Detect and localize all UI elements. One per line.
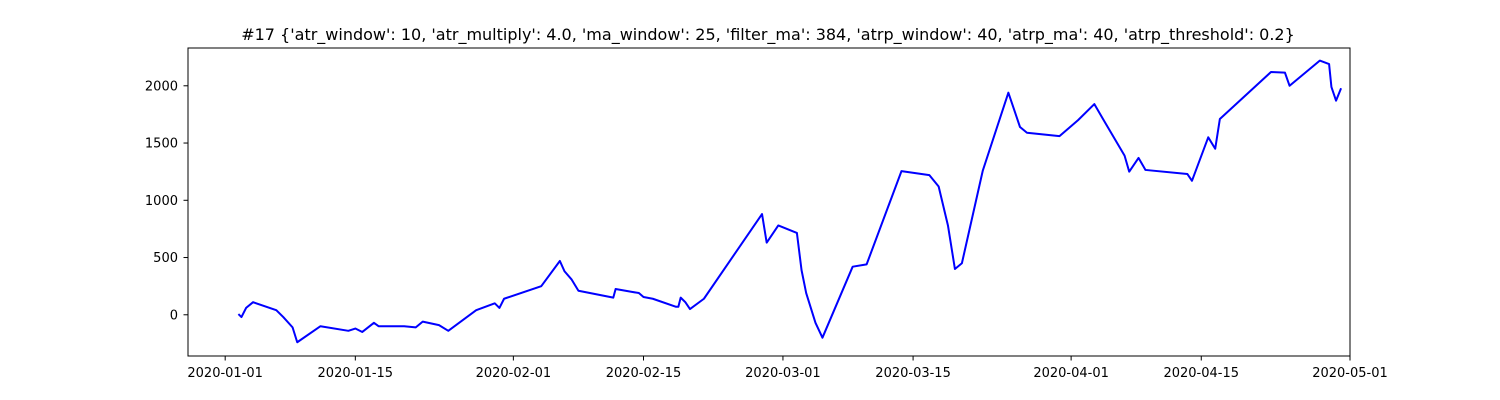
x-tick-label: 2020-04-01 <box>1033 366 1109 381</box>
x-tick-label: 2020-03-15 <box>875 366 951 381</box>
y-tick-label: 1500 <box>145 137 178 152</box>
x-tick-label: 2020-01-01 <box>187 366 263 381</box>
x-tick-label: 2020-03-01 <box>745 366 821 381</box>
x-tick-label: 2020-01-15 <box>318 366 394 381</box>
y-tick-label: 2000 <box>145 79 178 94</box>
y-tick-label: 0 <box>170 308 178 323</box>
y-tick-label: 1000 <box>145 194 178 209</box>
axes-frame <box>187 47 1351 357</box>
y-tick-label: 500 <box>153 251 178 266</box>
plot-area: 2020-01-01 2020-01-15 2020-02-01 2020-02-15… <box>145 47 1388 381</box>
series-line-0 <box>237 59 1343 344</box>
x-tick-label: 2020-02-15 <box>606 366 682 381</box>
x-tick-label: 2020-04-15 <box>1163 366 1239 381</box>
chart-title: #17 {'atr_window': 10, 'atr_multiply': 4… <box>241 25 1295 45</box>
x-tick-label: 2020-02-01 <box>476 366 552 381</box>
x-tick-label: 2020-05-01 <box>1312 366 1388 381</box>
